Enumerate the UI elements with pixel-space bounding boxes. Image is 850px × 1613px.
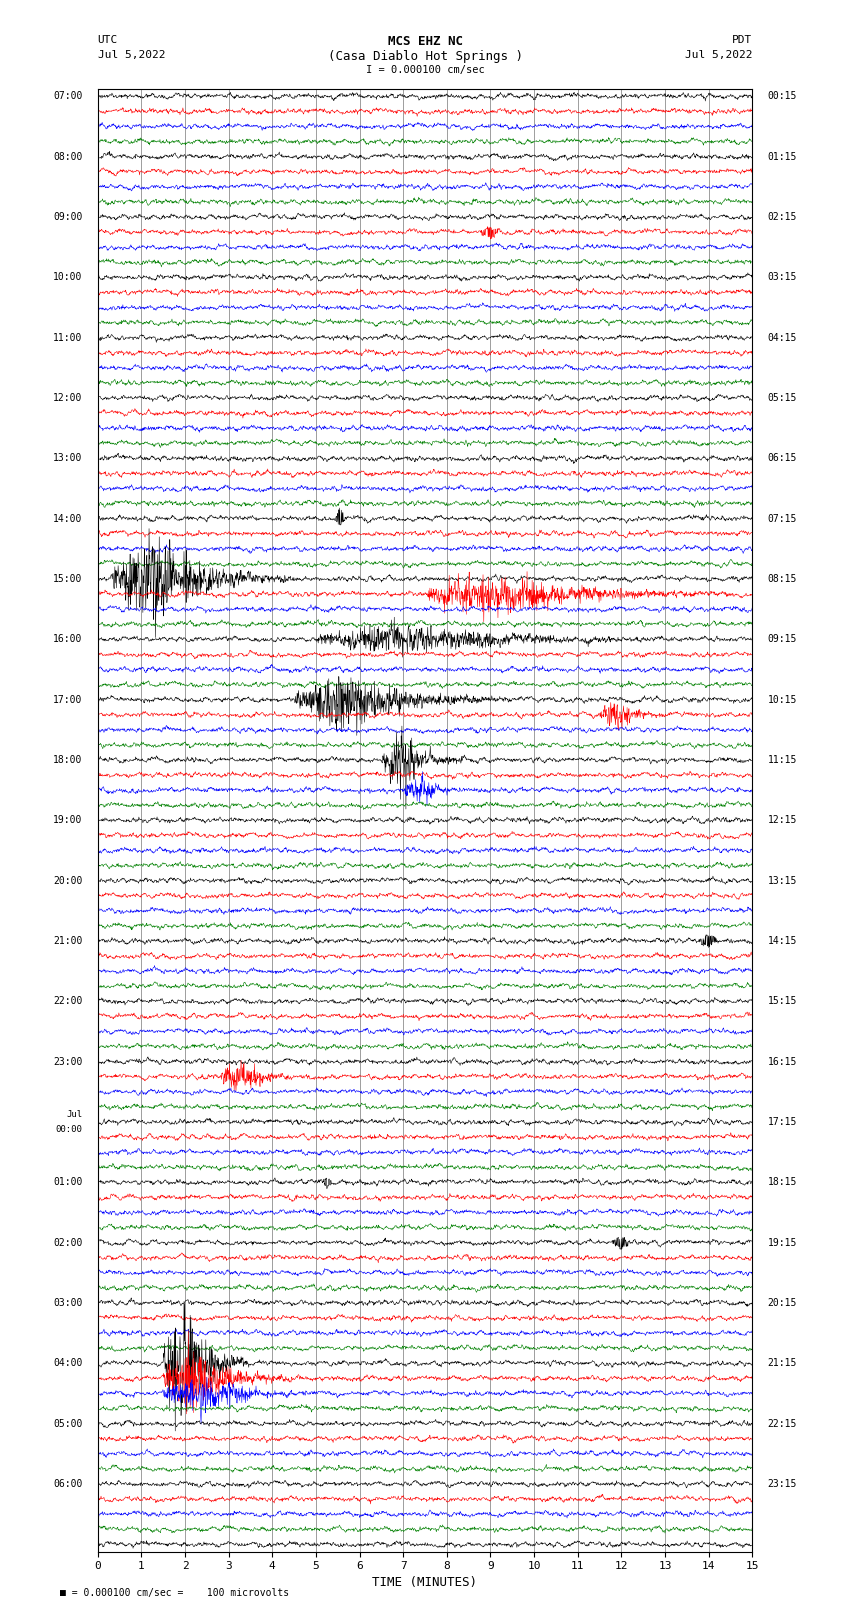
Text: 00:15: 00:15 <box>768 92 797 102</box>
Text: 15:15: 15:15 <box>768 997 797 1007</box>
Text: 11:15: 11:15 <box>768 755 797 765</box>
Text: 15:00: 15:00 <box>53 574 82 584</box>
Text: 09:15: 09:15 <box>768 634 797 644</box>
Text: 22:00: 22:00 <box>53 997 82 1007</box>
Text: 08:00: 08:00 <box>53 152 82 161</box>
Text: 00:00: 00:00 <box>55 1126 82 1134</box>
Text: 22:15: 22:15 <box>768 1418 797 1429</box>
Text: 18:15: 18:15 <box>768 1177 797 1187</box>
Text: (Casa Diablo Hot Springs ): (Casa Diablo Hot Springs ) <box>327 50 523 63</box>
Text: 23:00: 23:00 <box>53 1057 82 1066</box>
Text: 16:15: 16:15 <box>768 1057 797 1066</box>
Text: 20:00: 20:00 <box>53 876 82 886</box>
Text: 04:00: 04:00 <box>53 1358 82 1368</box>
Text: 17:15: 17:15 <box>768 1116 797 1127</box>
X-axis label: TIME (MINUTES): TIME (MINUTES) <box>372 1576 478 1589</box>
Text: 19:00: 19:00 <box>53 815 82 826</box>
Text: 02:15: 02:15 <box>768 211 797 223</box>
Text: 14:15: 14:15 <box>768 936 797 945</box>
Text: PDT: PDT <box>732 35 752 45</box>
Text: 13:15: 13:15 <box>768 876 797 886</box>
Text: 01:15: 01:15 <box>768 152 797 161</box>
Text: 16:00: 16:00 <box>53 634 82 644</box>
Text: 12:00: 12:00 <box>53 394 82 403</box>
Text: 07:15: 07:15 <box>768 513 797 524</box>
Text: 08:15: 08:15 <box>768 574 797 584</box>
Text: Jul: Jul <box>66 1110 82 1118</box>
Text: 23:15: 23:15 <box>768 1479 797 1489</box>
Text: 10:00: 10:00 <box>53 273 82 282</box>
Text: 17:00: 17:00 <box>53 695 82 705</box>
Text: MCS EHZ NC: MCS EHZ NC <box>388 35 462 48</box>
Text: 03:00: 03:00 <box>53 1298 82 1308</box>
Text: 20:15: 20:15 <box>768 1298 797 1308</box>
Text: 21:00: 21:00 <box>53 936 82 945</box>
Text: 07:00: 07:00 <box>53 92 82 102</box>
Text: 06:15: 06:15 <box>768 453 797 463</box>
Text: 14:00: 14:00 <box>53 513 82 524</box>
Text: UTC: UTC <box>98 35 118 45</box>
Text: 21:15: 21:15 <box>768 1358 797 1368</box>
Text: Jul 5,2022: Jul 5,2022 <box>98 50 165 60</box>
Text: 05:15: 05:15 <box>768 394 797 403</box>
Text: 12:15: 12:15 <box>768 815 797 826</box>
Text: 06:00: 06:00 <box>53 1479 82 1489</box>
Text: 11:00: 11:00 <box>53 332 82 342</box>
Text: 03:15: 03:15 <box>768 273 797 282</box>
Text: Jul 5,2022: Jul 5,2022 <box>685 50 752 60</box>
Text: 04:15: 04:15 <box>768 332 797 342</box>
Text: 13:00: 13:00 <box>53 453 82 463</box>
Text: 18:00: 18:00 <box>53 755 82 765</box>
Text: 02:00: 02:00 <box>53 1237 82 1247</box>
Text: 19:15: 19:15 <box>768 1237 797 1247</box>
Text: 09:00: 09:00 <box>53 211 82 223</box>
Text: 01:00: 01:00 <box>53 1177 82 1187</box>
Text: 05:00: 05:00 <box>53 1418 82 1429</box>
Text: ■ = 0.000100 cm/sec =    100 microvolts: ■ = 0.000100 cm/sec = 100 microvolts <box>60 1589 289 1598</box>
Text: I = 0.000100 cm/sec: I = 0.000100 cm/sec <box>366 65 484 74</box>
Text: 10:15: 10:15 <box>768 695 797 705</box>
